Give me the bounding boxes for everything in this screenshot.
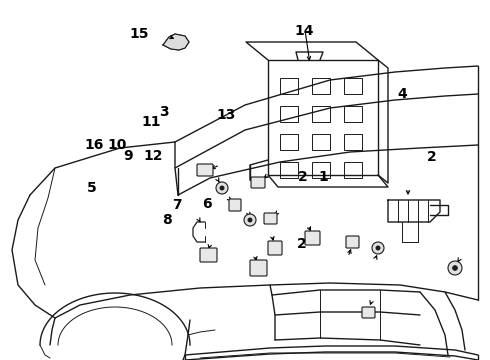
Bar bbox=[280, 78, 298, 94]
Bar bbox=[344, 78, 362, 94]
Text: 6: 6 bbox=[202, 198, 212, 211]
Text: 4: 4 bbox=[397, 87, 407, 100]
Circle shape bbox=[372, 242, 384, 254]
Bar bbox=[312, 134, 330, 150]
Polygon shape bbox=[163, 34, 189, 50]
Text: 2: 2 bbox=[298, 170, 308, 184]
Text: 11: 11 bbox=[141, 116, 161, 129]
Circle shape bbox=[248, 218, 252, 222]
Text: 2: 2 bbox=[427, 150, 437, 163]
Circle shape bbox=[448, 261, 462, 275]
Bar bbox=[312, 106, 330, 122]
Text: 3: 3 bbox=[159, 105, 169, 118]
Text: 14: 14 bbox=[294, 24, 314, 37]
Bar bbox=[280, 134, 298, 150]
Bar bbox=[280, 106, 298, 122]
Text: 12: 12 bbox=[143, 149, 163, 162]
FancyBboxPatch shape bbox=[200, 248, 217, 262]
FancyBboxPatch shape bbox=[346, 236, 359, 248]
Bar bbox=[312, 78, 330, 94]
Text: 9: 9 bbox=[123, 149, 133, 162]
Circle shape bbox=[216, 182, 228, 194]
Circle shape bbox=[376, 246, 380, 250]
Text: 5: 5 bbox=[87, 181, 97, 195]
Text: 13: 13 bbox=[217, 108, 236, 122]
Text: 1: 1 bbox=[318, 170, 328, 184]
Text: 15: 15 bbox=[130, 27, 149, 41]
FancyBboxPatch shape bbox=[268, 241, 282, 255]
FancyBboxPatch shape bbox=[250, 260, 267, 276]
FancyBboxPatch shape bbox=[362, 307, 375, 318]
Bar bbox=[344, 134, 362, 150]
FancyBboxPatch shape bbox=[305, 231, 320, 245]
FancyBboxPatch shape bbox=[197, 164, 213, 176]
FancyBboxPatch shape bbox=[251, 177, 265, 188]
Circle shape bbox=[220, 186, 224, 190]
Circle shape bbox=[453, 266, 458, 270]
Text: 10: 10 bbox=[108, 138, 127, 152]
Text: 2: 2 bbox=[297, 237, 307, 251]
Text: 8: 8 bbox=[162, 213, 172, 226]
FancyBboxPatch shape bbox=[264, 213, 277, 224]
Bar bbox=[280, 162, 298, 178]
Bar bbox=[344, 162, 362, 178]
Bar bbox=[344, 106, 362, 122]
Text: 7: 7 bbox=[172, 198, 182, 212]
FancyBboxPatch shape bbox=[229, 199, 241, 211]
Bar bbox=[312, 162, 330, 178]
Circle shape bbox=[244, 214, 256, 226]
Text: 16: 16 bbox=[84, 138, 104, 152]
